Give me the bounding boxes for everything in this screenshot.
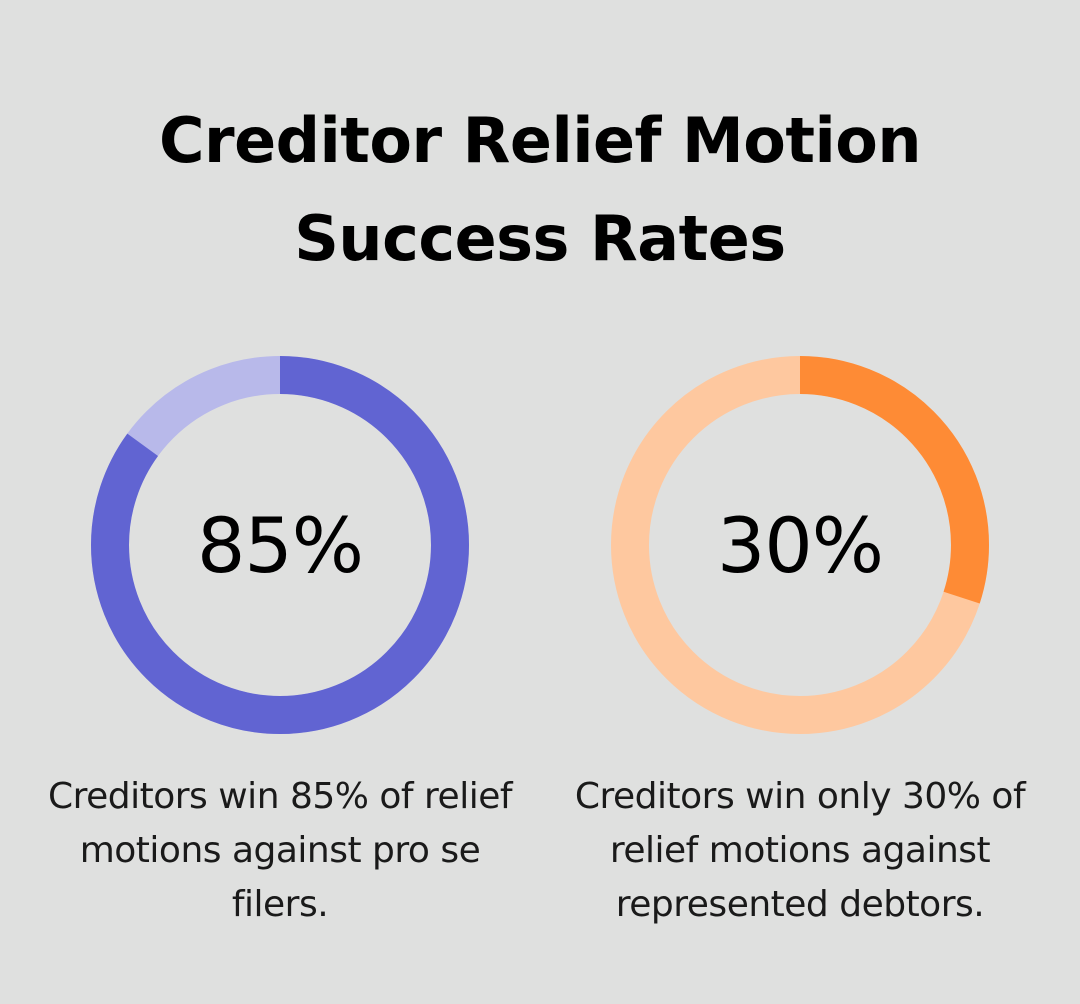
donut-chart-represented: 30% bbox=[610, 355, 990, 735]
caption-pro-se: Creditors win 85% of relief motions agai… bbox=[47, 776, 513, 925]
chart-title-line-2: Success Rates bbox=[294, 202, 786, 275]
donut-value-arc-pro-se bbox=[91, 356, 469, 734]
donut-value-arc-represented bbox=[611, 356, 989, 734]
chart-title-line-1: Creditor Relief Motion bbox=[159, 104, 921, 177]
donut-value-label-represented: 30% bbox=[717, 500, 884, 590]
caption-represented: Creditors win only 30% of relief motions… bbox=[574, 776, 1026, 925]
donut-chart-pro-se: 85% bbox=[90, 355, 470, 735]
donut-svg-represented bbox=[611, 356, 989, 734]
chart-title: Creditor Relief Motion Success Rates bbox=[0, 92, 1080, 288]
donut-svg-pro-se bbox=[91, 356, 469, 734]
donut-value-label-pro-se: 85% bbox=[197, 500, 364, 590]
